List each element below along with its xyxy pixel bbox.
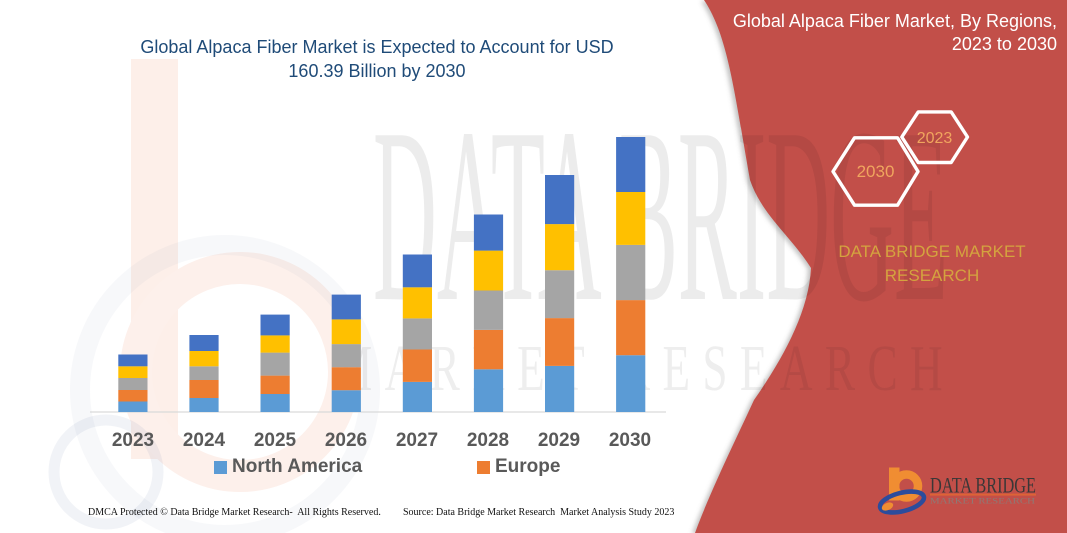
svg-text:MARKET RESEARCH: MARKET RESEARCH xyxy=(930,496,1035,506)
svg-text:DATA BRIDGE: DATA BRIDGE xyxy=(930,473,1036,498)
